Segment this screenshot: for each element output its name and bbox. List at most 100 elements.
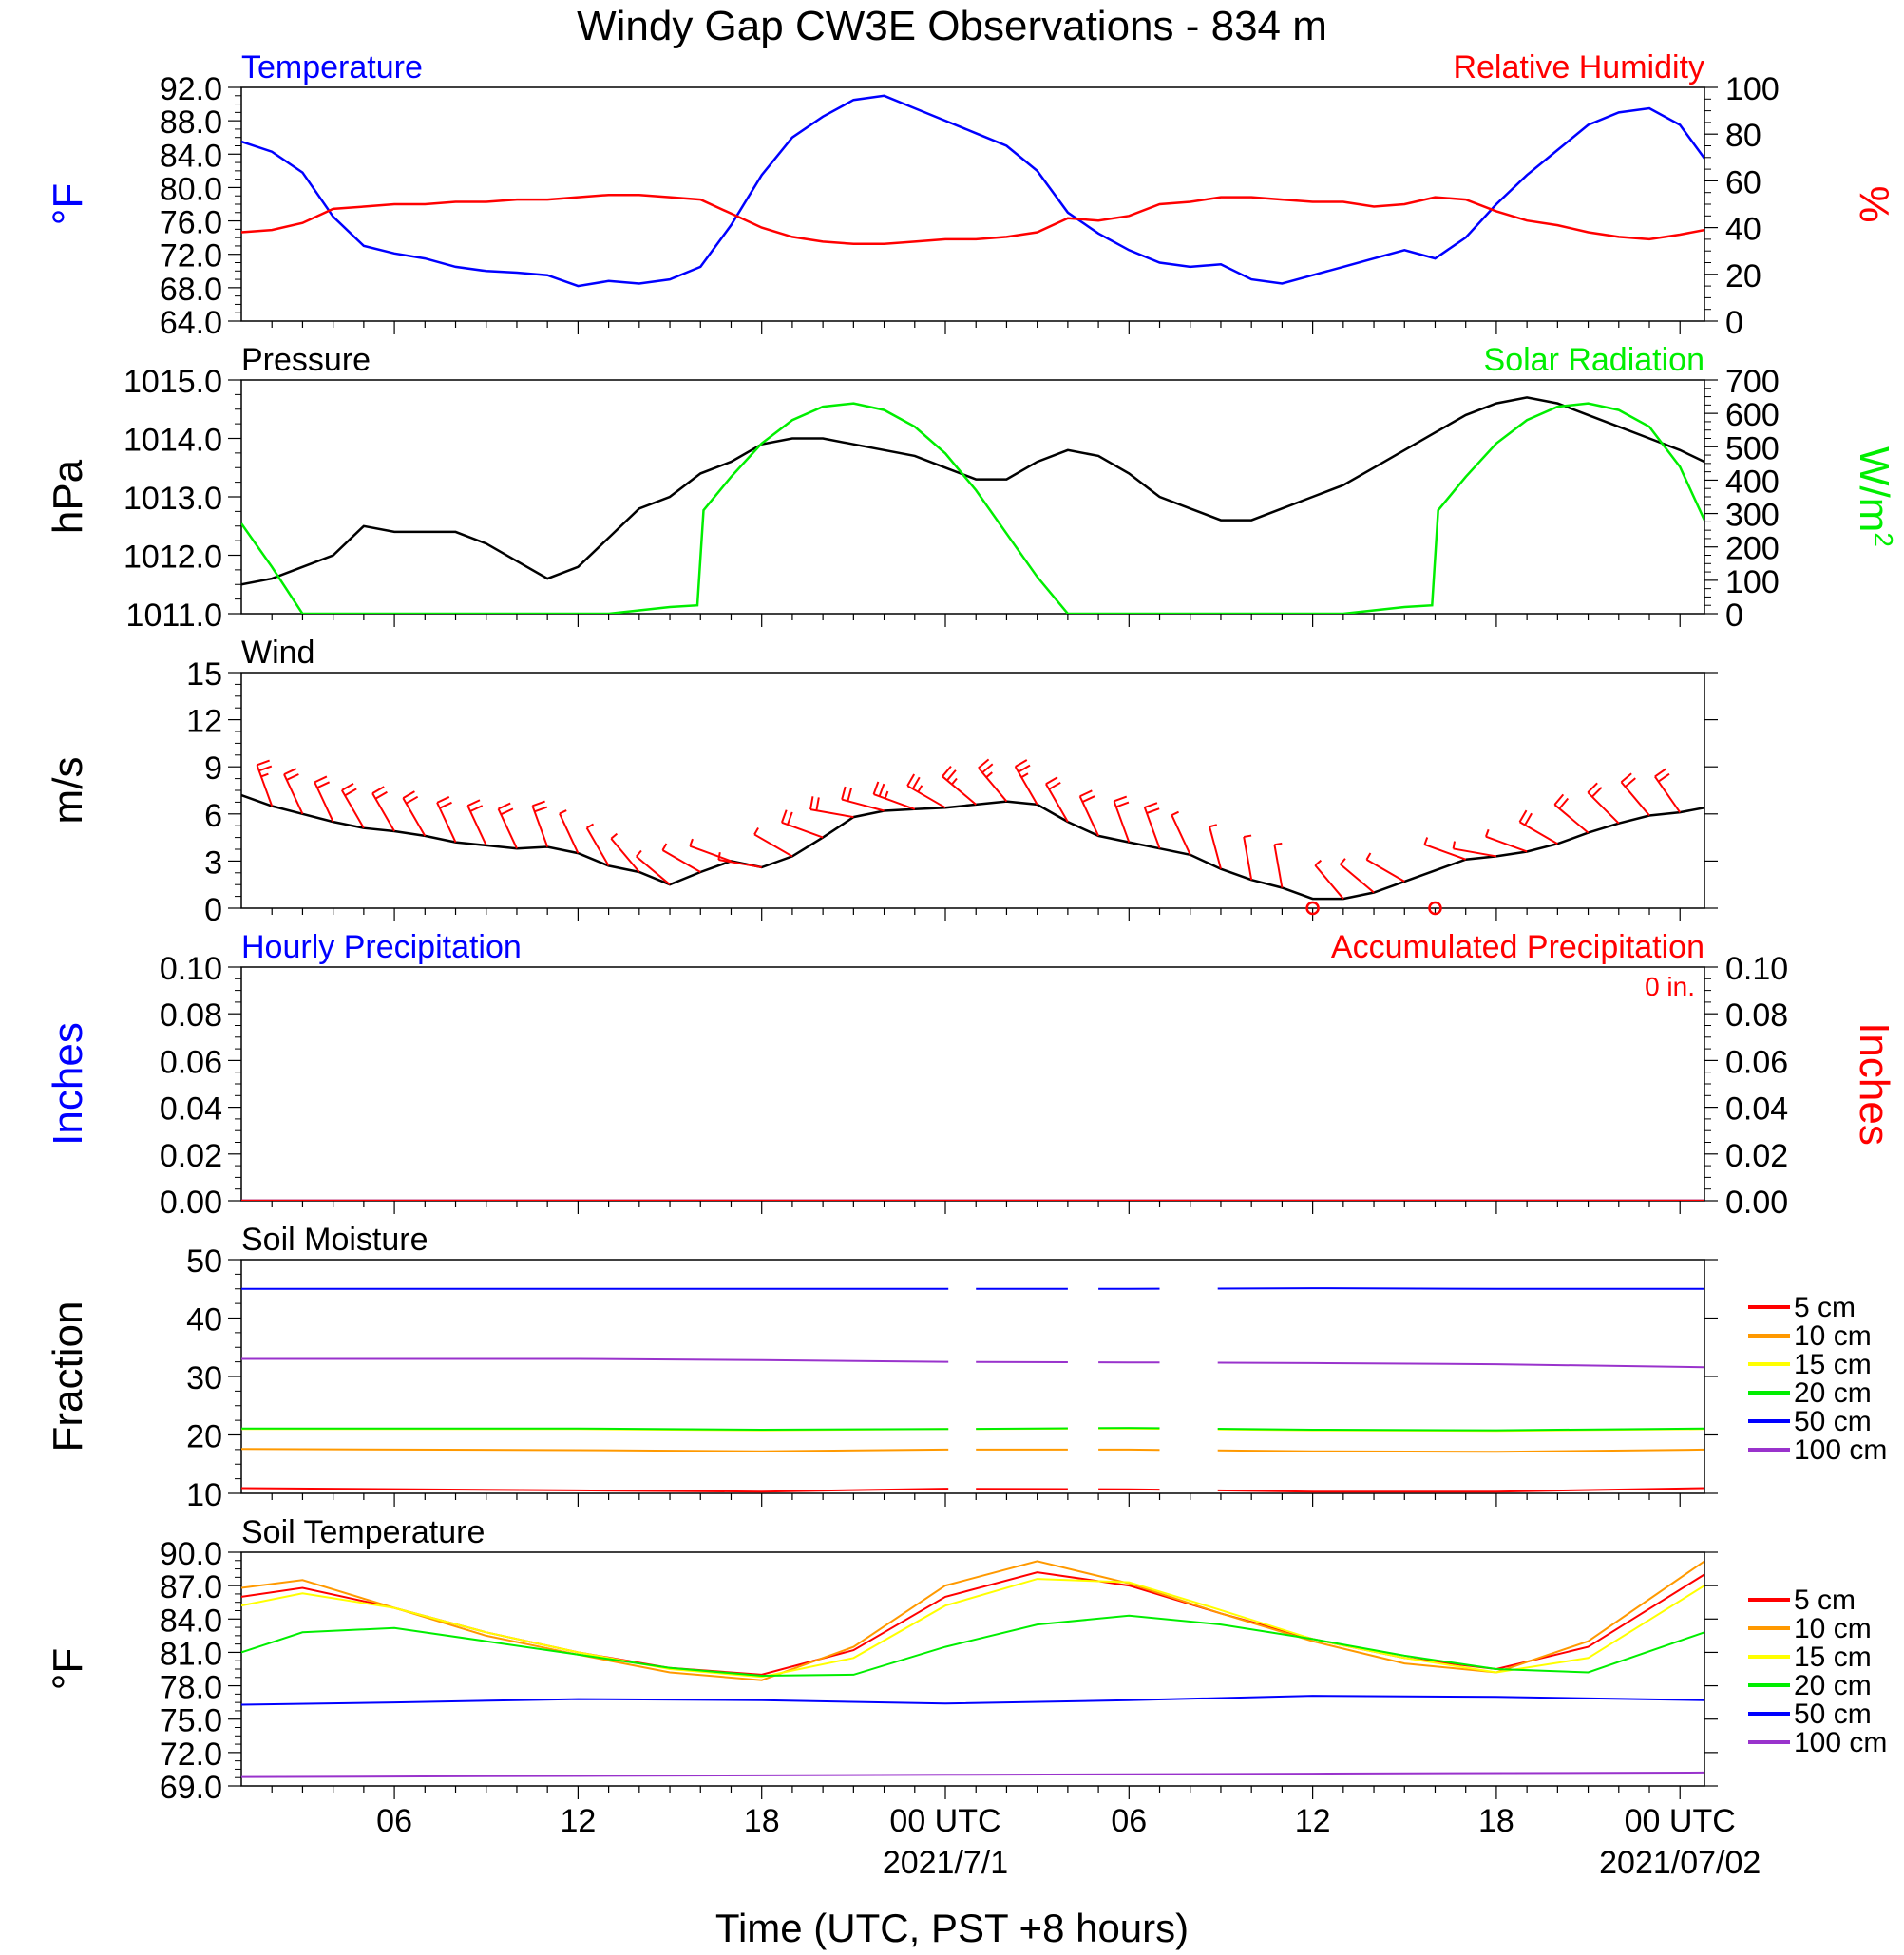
wind-barb-tick — [283, 768, 297, 776]
wind-barb-tick — [374, 790, 388, 800]
wind-barb-tick — [1365, 852, 1372, 861]
y-tick-label-left: 20 — [186, 1419, 222, 1455]
wind-barb-tick — [436, 796, 450, 804]
wind-barb-tick — [1518, 809, 1528, 823]
wind-barb-tick — [689, 838, 694, 847]
wind-barb — [1453, 847, 1497, 858]
panel-title-left: Pressure — [241, 342, 371, 378]
wind-barb — [841, 798, 885, 812]
series-line-10-cm — [241, 1560, 1704, 1681]
wind-barb-tick — [469, 805, 484, 812]
series-line-5-cm — [241, 1487, 949, 1493]
wind-barb — [497, 808, 518, 849]
wind-barb — [1365, 859, 1405, 883]
wind-barb-tick — [1624, 777, 1636, 788]
wind-barb-tick — [1340, 858, 1346, 865]
wind-barb-tick — [1657, 772, 1670, 783]
series-line-temperature — [241, 94, 1704, 288]
wind-barb-tick — [314, 775, 328, 784]
wind-barb — [781, 821, 824, 839]
y-tick-label-left: 76.0 — [160, 205, 222, 241]
wind-barb-tick — [466, 799, 481, 807]
y-tick-label-left: 69.0 — [160, 1770, 222, 1806]
series-line-100-cm — [241, 1771, 1704, 1778]
plot-frame — [240, 1551, 1705, 1787]
x-tick-label: 18 — [744, 1803, 780, 1839]
x-tick-label: 06 — [376, 1803, 412, 1839]
y-tick-label-left: 64.0 — [160, 305, 222, 341]
wind-barb — [1340, 864, 1375, 894]
y-tick-label-left: 88.0 — [160, 104, 222, 141]
y-axis-label-right: Inches — [1851, 1022, 1897, 1146]
wind-barb — [1519, 821, 1558, 845]
wind-barb-tick — [780, 809, 788, 824]
wind-barb-tick — [1146, 807, 1160, 814]
y-tick-label-left: 12 — [186, 704, 222, 740]
wind-barb-tick — [498, 802, 511, 810]
accumulated-total-label: 0 in. — [1645, 972, 1695, 1001]
wind-barb-tick — [872, 781, 880, 795]
wind-barb-tick — [787, 811, 793, 826]
wind-barb — [718, 859, 762, 868]
y-tick-label-right: 600 — [1725, 397, 1780, 433]
series-line-pressure — [241, 396, 1704, 586]
y-tick-label-left: 84.0 — [160, 1603, 222, 1639]
wind-barb — [314, 781, 334, 823]
wind-barb-tick — [917, 785, 923, 793]
y-tick-label-right: 0.10 — [1725, 951, 1788, 987]
wind-barb — [689, 845, 732, 863]
y-tick-label-right: 0.00 — [1725, 1185, 1788, 1221]
wind-barb-tick — [1081, 795, 1095, 803]
panel-soil_temperature: 69.072.075.078.081.084.087.090.0 Soil Tem… — [45, 1514, 1887, 1806]
x-tick-label: 06 — [1111, 1803, 1147, 1839]
series-line-50-cm — [1217, 1287, 1704, 1290]
wind-barb-tick — [344, 788, 357, 797]
y-tick-label-left: 72.0 — [160, 238, 222, 275]
wind-barb-tick — [257, 759, 270, 767]
y-tick-label-left: 0.08 — [160, 997, 222, 1034]
wind-barb — [978, 767, 1008, 803]
legend-label: 100 cm — [1794, 1434, 1887, 1466]
legend-label: 50 cm — [1794, 1699, 1872, 1730]
wind-barb — [585, 827, 610, 866]
wind-barb — [1209, 826, 1222, 869]
y-tick-label-left: 9 — [204, 750, 222, 787]
panel-title-right: Relative Humidity — [1453, 49, 1704, 85]
y-tick-label-left: 1011.0 — [126, 598, 222, 634]
wind-barb-tick — [258, 765, 273, 772]
series-line-20-cm — [1217, 1427, 1704, 1432]
wind-barb-tick — [500, 807, 514, 816]
series-line-100-cm — [241, 1357, 949, 1363]
wind-barb-tick — [610, 832, 619, 840]
y-tick-label-left: 92.0 — [160, 71, 222, 107]
plot-frame — [240, 1259, 1705, 1494]
y-tick-label-right: 0.02 — [1725, 1138, 1788, 1174]
y-tick-label-left: 90.0 — [160, 1536, 222, 1572]
legend-label: 20 cm — [1794, 1670, 1872, 1701]
series-line-solar-radiation — [241, 402, 1704, 614]
wind-barb — [1485, 835, 1528, 853]
wind-barb-tick — [985, 771, 993, 778]
wind-barb-tick — [841, 786, 847, 800]
legend-label: 5 cm — [1794, 1585, 1856, 1616]
panel-wind: 0 3 6 9 12 15 Wind m/s — [45, 635, 1718, 928]
y-tick-label-right: 20 — [1725, 258, 1761, 294]
panel-title-right: Solar Radiation — [1484, 342, 1704, 378]
y-tick-label-right: 100 — [1725, 564, 1780, 600]
y-tick-label-left: 84.0 — [160, 138, 222, 174]
wind-barb — [1243, 836, 1253, 881]
wind-barb-tick — [753, 827, 759, 835]
wind-barb — [636, 855, 671, 885]
wind-barb — [402, 797, 427, 837]
wind-barb-tick — [815, 797, 820, 811]
wind-barb — [531, 805, 549, 847]
wind-barb — [661, 849, 701, 873]
wind-barb-tick — [636, 849, 642, 858]
legend-label: 15 cm — [1794, 1349, 1872, 1380]
wind-barb-tick — [402, 790, 415, 799]
x-date-label: 2021/07/02 — [1599, 1845, 1761, 1881]
wind-barb-tick — [286, 773, 299, 781]
wind-barb — [906, 785, 946, 809]
wind-barb — [1045, 783, 1069, 823]
